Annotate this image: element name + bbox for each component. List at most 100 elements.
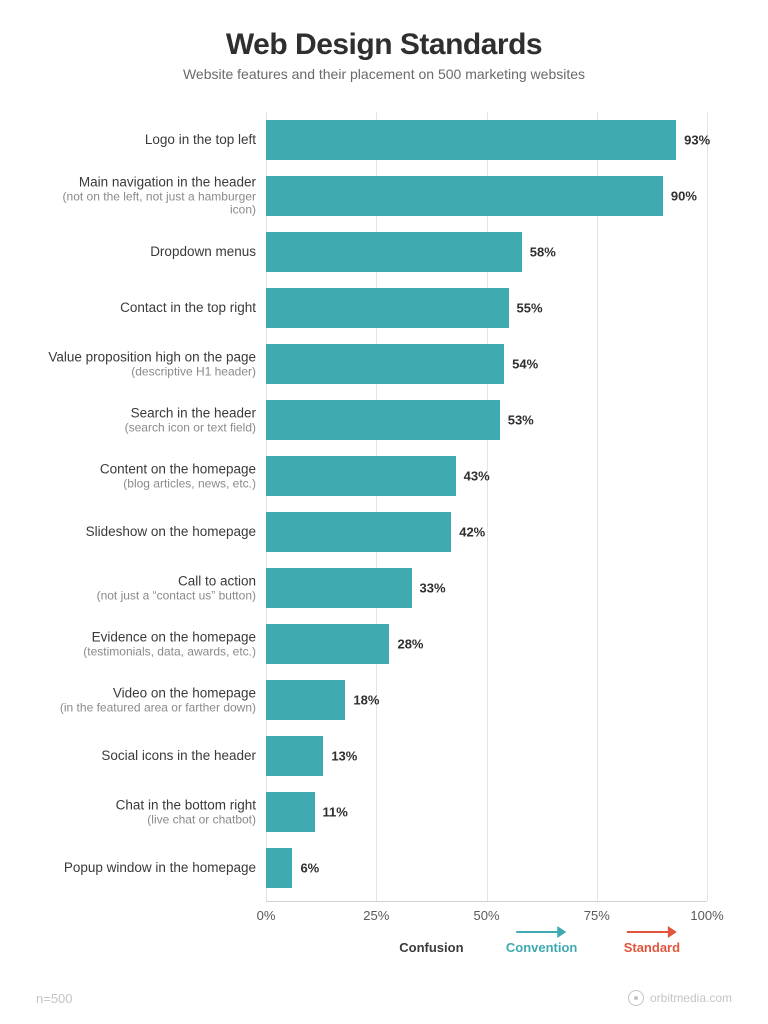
bar-label-main: Social icons in the header	[36, 748, 256, 764]
bar: 6%	[266, 848, 292, 888]
bar: 53%	[266, 400, 500, 440]
bar-label: Call to action(not just a “contact us” b…	[36, 573, 266, 602]
gridline	[376, 112, 377, 901]
bar-label: Main navigation in the header(not on the…	[36, 174, 266, 217]
bar-label-sub: (live chat or chatbot)	[36, 813, 256, 827]
legend-label: Confusion	[399, 940, 463, 955]
gridline	[266, 112, 267, 901]
bar-label-sub: (in the featured area or farther down)	[36, 701, 256, 715]
bar-row: Slideshow on the homepage42%	[266, 512, 707, 552]
bar-label-main: Call to action	[36, 573, 256, 589]
bar: 13%	[266, 736, 323, 776]
bar-label: Social icons in the header	[36, 748, 266, 764]
bar-label: Logo in the top left	[36, 132, 266, 148]
bar-label-main: Video on the homepage	[36, 685, 256, 701]
bar-label-main: Slideshow on the homepage	[36, 524, 256, 540]
bar-value: 33%	[412, 581, 446, 596]
bar-value: 18%	[345, 693, 379, 708]
x-tick: 75%	[584, 908, 610, 923]
credit-text: orbitmedia.com	[650, 991, 732, 1005]
bar-label: Popup window in the homepage	[36, 860, 266, 876]
bar-row: Contact in the top right55%	[266, 288, 707, 328]
bar-value: 90%	[663, 189, 697, 204]
bar-label-sub: (descriptive H1 header)	[36, 365, 256, 379]
bar-label: Contact in the top right	[36, 300, 266, 316]
chart-title: Web Design Standards	[36, 28, 732, 62]
bar-value: 13%	[323, 749, 357, 764]
gridline	[487, 112, 488, 901]
x-tick: 50%	[473, 908, 499, 923]
bar-row: Call to action(not just a “contact us” b…	[266, 568, 707, 608]
chart-subtitle: Website features and their placement on …	[36, 66, 732, 82]
bar-label-sub: (blog articles, news, etc.)	[36, 477, 256, 491]
arrow-icon	[627, 926, 677, 938]
bar: 28%	[266, 624, 389, 664]
bar-row: Popup window in the homepage6%	[266, 848, 707, 888]
bar-row: Evidence on the homepage(testimonials, d…	[266, 624, 707, 664]
bar-label-main: Content on the homepage	[36, 461, 256, 477]
bar-label: Video on the homepage(in the featured ar…	[36, 685, 266, 714]
bar-row: Chat in the bottom right(live chat or ch…	[266, 792, 707, 832]
bar-label-sub: (not just a “contact us” button)	[36, 589, 256, 603]
bar-row: Content on the homepage(blog articles, n…	[266, 456, 707, 496]
bar-value: 6%	[292, 861, 319, 876]
bar: 11%	[266, 792, 315, 832]
legend-item: Convention	[506, 926, 578, 955]
sample-size: n=500	[36, 991, 73, 1006]
bar-value: 53%	[500, 413, 534, 428]
bar: 42%	[266, 512, 451, 552]
bar-label-sub: (not on the left, not just a hamburger i…	[36, 190, 256, 218]
bar-label-main: Search in the header	[36, 405, 256, 421]
bar-label: Slideshow on the homepage	[36, 524, 266, 540]
legend: Confusion Convention Standard	[266, 926, 707, 970]
bar-label: Value proposition high on the page(descr…	[36, 349, 266, 378]
bar-label-main: Logo in the top left	[36, 132, 256, 148]
bar: 18%	[266, 680, 345, 720]
credit-icon	[628, 990, 644, 1006]
gridline	[707, 112, 708, 901]
bar-value: 93%	[676, 133, 710, 148]
bar-label: Search in the header(search icon or text…	[36, 405, 266, 434]
bar-value: 42%	[451, 525, 485, 540]
bar: 55%	[266, 288, 509, 328]
plot-area: Logo in the top left93% Main navigation i…	[266, 112, 707, 902]
bar: 93%	[266, 120, 676, 160]
arrow-icon	[517, 926, 567, 938]
credit: orbitmedia.com	[628, 990, 732, 1006]
bar-value: 54%	[504, 357, 538, 372]
legend-label: Standard	[624, 940, 680, 955]
bar: 43%	[266, 456, 456, 496]
bar-label-main: Value proposition high on the page	[36, 349, 256, 365]
bar: 90%	[266, 176, 663, 216]
bar-label-main: Evidence on the homepage	[36, 629, 256, 645]
bar-label: Content on the homepage(blog articles, n…	[36, 461, 266, 490]
bar: 54%	[266, 344, 504, 384]
bar-value: 58%	[522, 245, 556, 260]
bar-label-main: Chat in the bottom right	[36, 797, 256, 813]
gridline	[597, 112, 598, 901]
bar-row: Main navigation in the header(not on the…	[266, 176, 707, 216]
bar-row: Video on the homepage(in the featured ar…	[266, 680, 707, 720]
bar-label-main: Popup window in the homepage	[36, 860, 256, 876]
bar-value: 28%	[389, 637, 423, 652]
bar-value: 43%	[456, 469, 490, 484]
bar-label-sub: (search icon or text field)	[36, 421, 256, 435]
bar-row: Value proposition high on the page(descr…	[266, 344, 707, 384]
bar-row: Dropdown menus58%	[266, 232, 707, 272]
x-axis: 0%25%50%75%100%	[266, 902, 707, 924]
bar-value: 11%	[315, 805, 348, 820]
bar-row: Logo in the top left93%	[266, 120, 707, 160]
bar-label: Dropdown menus	[36, 244, 266, 260]
x-tick: 0%	[257, 908, 276, 923]
bar-row: Social icons in the header13%	[266, 736, 707, 776]
x-tick: 100%	[690, 908, 723, 923]
bar-row: Search in the header(search icon or text…	[266, 400, 707, 440]
chart-area: Logo in the top left93% Main navigation i…	[266, 112, 707, 902]
legend-item: Confusion	[399, 926, 463, 955]
bar-label-main: Main navigation in the header	[36, 174, 256, 190]
bar-label-sub: (testimonials, data, awards, etc.)	[36, 645, 256, 659]
bar-value: 55%	[509, 301, 543, 316]
bar-label: Chat in the bottom right(live chat or ch…	[36, 797, 266, 826]
footer: n=500 orbitmedia.com	[36, 990, 732, 1006]
bar-label-main: Contact in the top right	[36, 300, 256, 316]
